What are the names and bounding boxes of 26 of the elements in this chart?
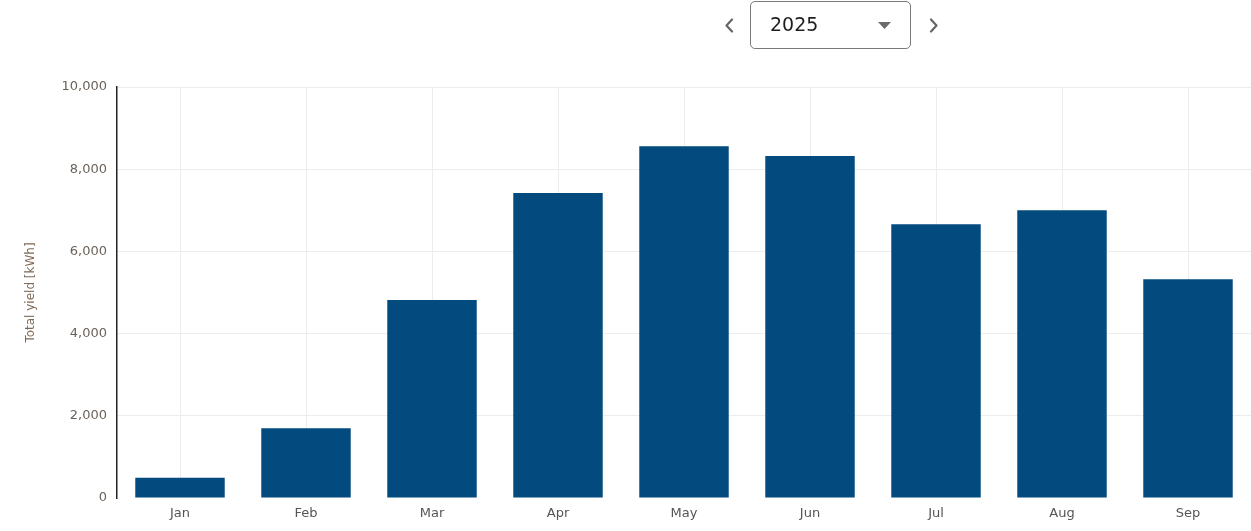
bar — [261, 428, 351, 498]
y-tick-label: 2,000 — [69, 407, 107, 423]
x-tick-label: Mar — [419, 505, 445, 521]
y-tick-label: 0 — [98, 489, 107, 505]
bar — [387, 299, 477, 498]
bar — [1017, 210, 1107, 498]
x-tick-label: Aug — [1049, 505, 1075, 521]
y-tick-label: 10,000 — [61, 78, 107, 94]
bar — [135, 477, 225, 498]
x-tick-label: Apr — [546, 505, 570, 521]
x-tick-label: Jul — [927, 505, 944, 521]
bar — [1143, 279, 1233, 498]
bar — [765, 156, 855, 498]
bar — [639, 146, 729, 498]
y-tick-label: 8,000 — [69, 160, 107, 176]
x-tick-label: Sep — [1175, 505, 1201, 521]
x-tick-label: May — [670, 505, 698, 521]
x-tick-label: Jan — [168, 505, 191, 521]
bar — [513, 193, 603, 498]
y-tick-label: 4,000 — [69, 324, 107, 340]
x-tick-label: Jun — [798, 505, 821, 521]
y-axis-title: Total yield [kWh] — [23, 242, 38, 344]
chart-title: 2025 — [770, 12, 819, 36]
bar — [891, 224, 981, 498]
x-tick-label: Feb — [294, 505, 318, 521]
y-tick-label: 6,000 — [69, 242, 107, 258]
